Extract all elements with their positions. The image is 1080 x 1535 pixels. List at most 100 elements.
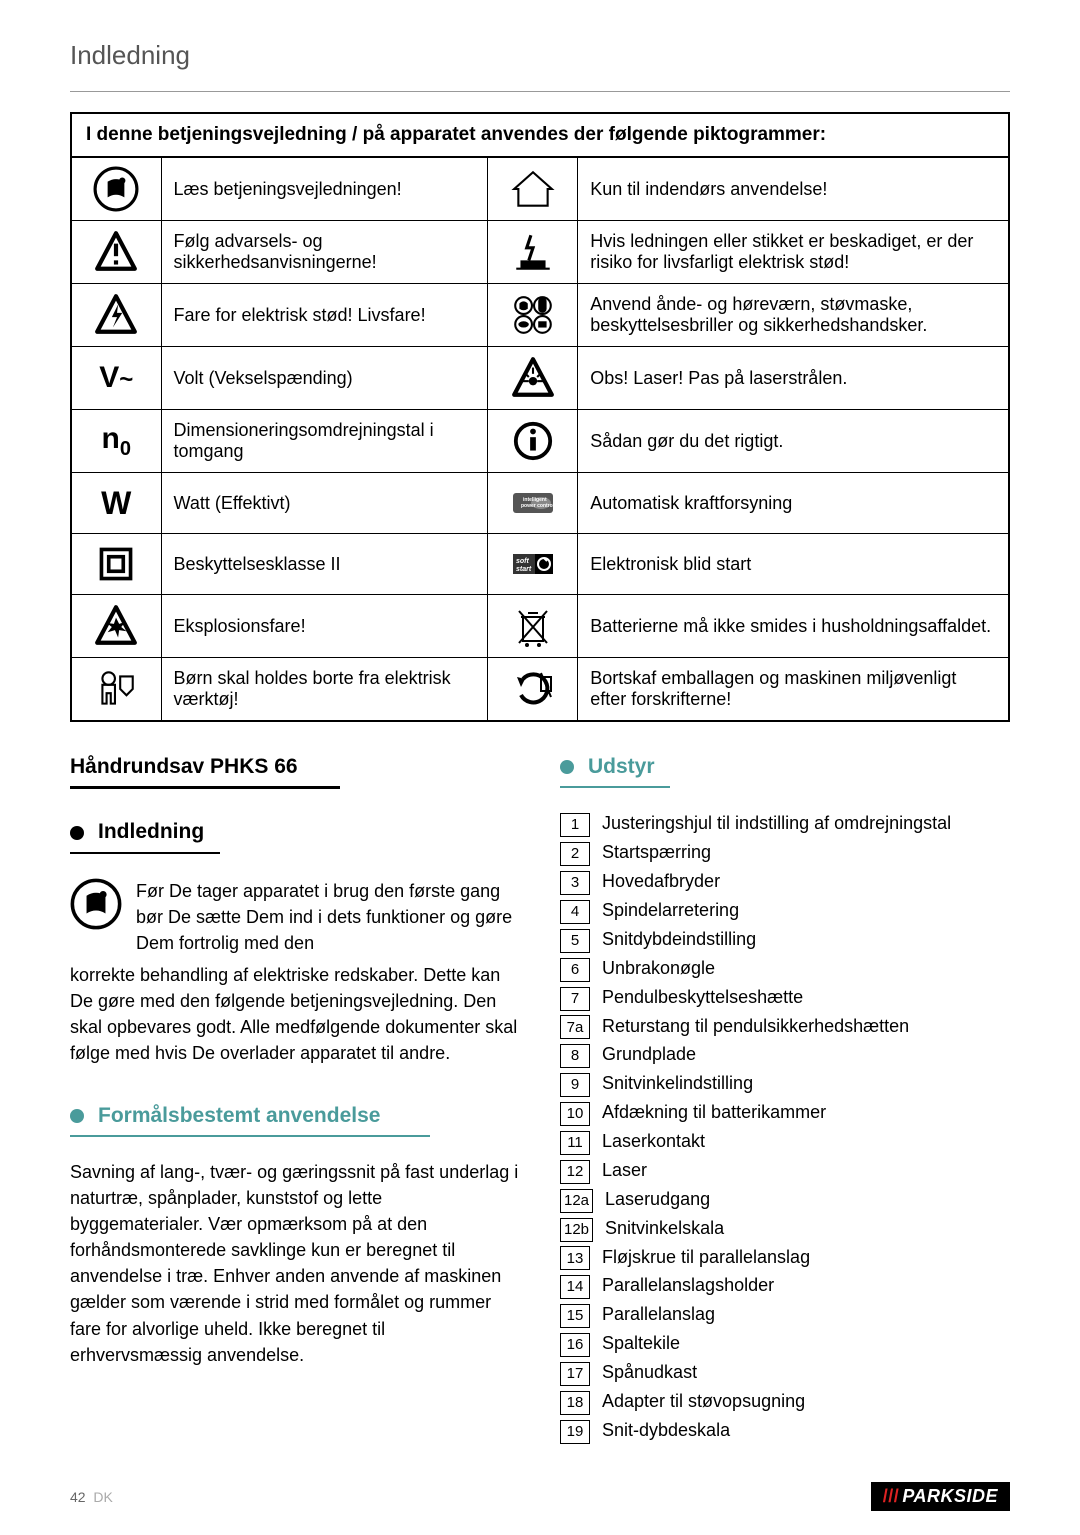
part-label: Laserudgang xyxy=(605,1186,710,1212)
parts-list-item: 18Adapter til støvopsugning xyxy=(560,1388,1010,1415)
bullet-dot-icon xyxy=(70,826,84,840)
pictogram-icon xyxy=(71,658,161,722)
parts-underline xyxy=(560,786,670,788)
part-label: Snitvinkelskala xyxy=(605,1215,724,1241)
part-number-box: 18 xyxy=(560,1391,590,1415)
part-number-box: 19 xyxy=(560,1420,590,1444)
pictogram-desc: Dimensioneringsomdrejningstal i tomgang xyxy=(161,410,488,473)
pictogram-desc: Hvis ledningen eller stikket er beskadig… xyxy=(578,221,1009,284)
brand-badge: ///PARKSIDE xyxy=(871,1482,1010,1511)
pictogram-icon xyxy=(71,221,161,284)
pictogram-row: Børn skal holdes borte fra elektrisk vær… xyxy=(71,658,1009,722)
parts-list-item: 12bSnitvinkelskala xyxy=(560,1215,1010,1242)
parts-list-item: 16 Spaltekile xyxy=(560,1330,1010,1357)
part-number-box: 7a xyxy=(560,1015,590,1039)
pictogram-row: Eksplosionsfare! Batterierne må ikke smid… xyxy=(71,595,1009,658)
part-label: Parallelanslagsholder xyxy=(602,1272,774,1298)
pictogram-desc: Automatisk kraftforsyning xyxy=(578,473,1009,534)
pictogram-desc: Watt (Effektivt) xyxy=(161,473,488,534)
pictogram-icon xyxy=(71,534,161,595)
intro-underline xyxy=(70,852,220,854)
product-title: Håndrundsav PHKS 66 xyxy=(70,752,520,782)
part-label: Snitvinkelindstilling xyxy=(602,1070,753,1096)
part-label: Returstang til pendulsikkerhedshætten xyxy=(602,1013,909,1039)
parts-heading-text: Udstyr xyxy=(588,752,655,782)
pictogram-row: WWatt (Effektivt)Automatisk kraftforsyni… xyxy=(71,473,1009,534)
parts-list-item: 17Spånudkast xyxy=(560,1359,1010,1386)
product-underline xyxy=(70,786,340,789)
part-number-box: 12 xyxy=(560,1160,590,1184)
parts-list-item: 7Pendulbeskyttelseshætte xyxy=(560,984,1010,1011)
parts-list-item: 6Unbrakonøgle xyxy=(560,955,1010,982)
pictogram-icon: n0 xyxy=(71,410,161,473)
part-label: Hovedafbryder xyxy=(602,868,720,894)
pictogram-desc: Børn skal holdes borte fra elektrisk vær… xyxy=(161,658,488,722)
part-label: Spaltekile xyxy=(602,1330,680,1356)
part-number-box: 12a xyxy=(560,1189,593,1213)
pictogram-icon xyxy=(488,284,578,347)
purpose-heading-text: Formålsbestemt anvendelse xyxy=(98,1101,380,1131)
parts-list-item: 5 Snitdybdeindstilling xyxy=(560,926,1010,953)
pictogram-desc: Læs betjeningsvejledningen! xyxy=(161,157,488,221)
pictogram-table-header: I denne betjeningsvejledning / på appara… xyxy=(71,113,1009,157)
part-label: Unbrakonøgle xyxy=(602,955,715,981)
intro-rest-text: korrekte behandling af elektriske redska… xyxy=(70,962,520,1066)
part-number-box: 4 xyxy=(560,900,590,924)
part-label: Parallelanslag xyxy=(602,1301,715,1327)
pictogram-desc: Anvend ånde- og høreværn, støvmaske, bes… xyxy=(578,284,1009,347)
pictogram-desc: Obs! Laser! Pas på laserstrålen. xyxy=(578,347,1009,410)
part-number-box: 10 xyxy=(560,1102,590,1126)
pictogram-icon xyxy=(488,658,578,722)
part-number-box: 17 xyxy=(560,1362,590,1386)
manual-icon xyxy=(70,878,122,937)
pictogram-icon xyxy=(488,534,578,595)
parts-list-item: 8Grundplade xyxy=(560,1041,1010,1068)
pictogram-row: V~Volt (Vekselspænding)Obs! Laser! Pas p… xyxy=(71,347,1009,410)
running-head: Indledning xyxy=(70,40,1010,71)
page-lang: DK xyxy=(93,1489,112,1505)
part-number-box: 14 xyxy=(560,1275,590,1299)
brand-name: PARKSIDE xyxy=(902,1486,998,1506)
pictogram-icon xyxy=(71,284,161,347)
pictogram-desc: Elektronisk blid start xyxy=(578,534,1009,595)
purpose-heading: Formålsbestemt anvendelse xyxy=(70,1101,520,1131)
parts-list-item: 10Afdækning til batterikammer xyxy=(560,1099,1010,1126)
part-label: Laser xyxy=(602,1157,647,1183)
pictogram-icon xyxy=(488,473,578,534)
parts-list-item: 12a Laserudgang xyxy=(560,1186,1010,1213)
parts-list-item: 9 Snitvinkelindstilling xyxy=(560,1070,1010,1097)
head-rule xyxy=(70,91,1010,92)
intro-lead-text: Før De tager apparatet i brug den første… xyxy=(136,878,520,956)
part-label: Grundplade xyxy=(602,1041,696,1067)
part-number-box: 5 xyxy=(560,929,590,953)
part-number-box: 2 xyxy=(560,842,590,866)
part-number-box: 7 xyxy=(560,987,590,1011)
parts-list-item: 13Fløjskrue til parallelanslag xyxy=(560,1244,1010,1271)
parts-list-item: 15 Parallelanslag xyxy=(560,1301,1010,1328)
pictogram-row: Beskyttelsesklasse II Elektronisk blid st… xyxy=(71,534,1009,595)
pictogram-desc: Fare for elektrisk stød! Livsfare! xyxy=(161,284,488,347)
page-number: 42 xyxy=(70,1489,86,1505)
pictogram-desc: Batterierne må ikke smides i husholdning… xyxy=(578,595,1009,658)
parts-list-item: 1Justeringshjul til indstilling af omdre… xyxy=(560,810,1010,837)
left-column: Håndrundsav PHKS 66 Indledning Før De ta… xyxy=(70,752,520,1446)
part-number-box: 9 xyxy=(560,1073,590,1097)
pictogram-desc: Følg advarsels- og sikkerhedsanvisninger… xyxy=(161,221,488,284)
pictogram-desc: Eksplosionsfare! xyxy=(161,595,488,658)
pictogram-row: Følg advarsels- og sikkerhedsanvisninger… xyxy=(71,221,1009,284)
parts-list-item: 11Laserkontakt xyxy=(560,1128,1010,1155)
pictogram-desc: Beskyttelsesklasse II xyxy=(161,534,488,595)
part-number-box: 16 xyxy=(560,1333,590,1357)
parts-list-item: 14 Parallelanslagsholder xyxy=(560,1272,1010,1299)
pictogram-desc: Volt (Vekselspænding) xyxy=(161,347,488,410)
part-number-box: 3 xyxy=(560,871,590,895)
pictogram-row: Læs betjeningsvejledningen!Kun til inden… xyxy=(71,157,1009,221)
part-label: Snitdybdeindstilling xyxy=(602,926,756,952)
parts-list-item: 4Spindelarretering xyxy=(560,897,1010,924)
part-number-box: 15 xyxy=(560,1304,590,1328)
pictogram-icon xyxy=(488,410,578,473)
parts-list-item: 7a Returstang til pendulsikkerhedshætten xyxy=(560,1013,1010,1040)
parts-heading: Udstyr xyxy=(560,752,1010,782)
parts-list: 1Justeringshjul til indstilling af omdre… xyxy=(560,810,1010,1443)
intro-heading: Indledning xyxy=(70,817,520,847)
